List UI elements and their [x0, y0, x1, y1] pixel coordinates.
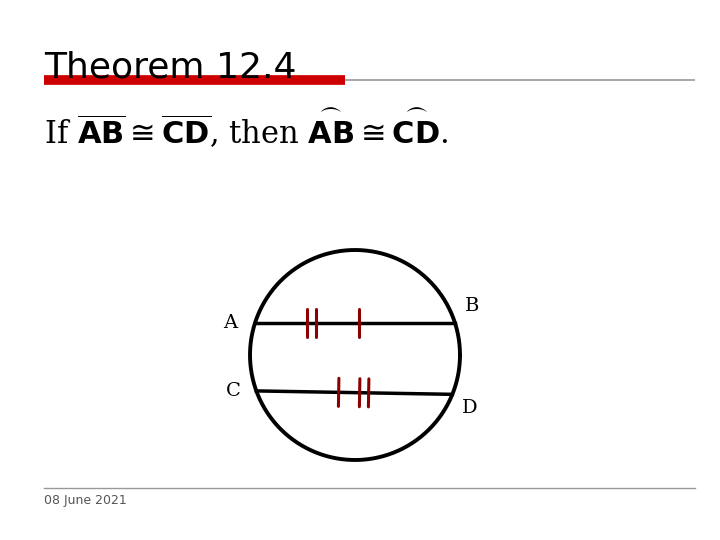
Text: B: B	[465, 296, 480, 315]
Text: Theorem 12.4: Theorem 12.4	[44, 50, 297, 84]
Text: D: D	[462, 400, 478, 417]
Text: 08 June 2021: 08 June 2021	[44, 494, 127, 507]
Text: C: C	[225, 382, 240, 400]
Text: If $\overline{\mathbf{AB}} \cong \overline{\mathbf{CD}}$, then $\overset{\frown}: If $\overline{\mathbf{AB}} \cong \overli…	[44, 108, 449, 151]
Text: A: A	[223, 314, 237, 332]
